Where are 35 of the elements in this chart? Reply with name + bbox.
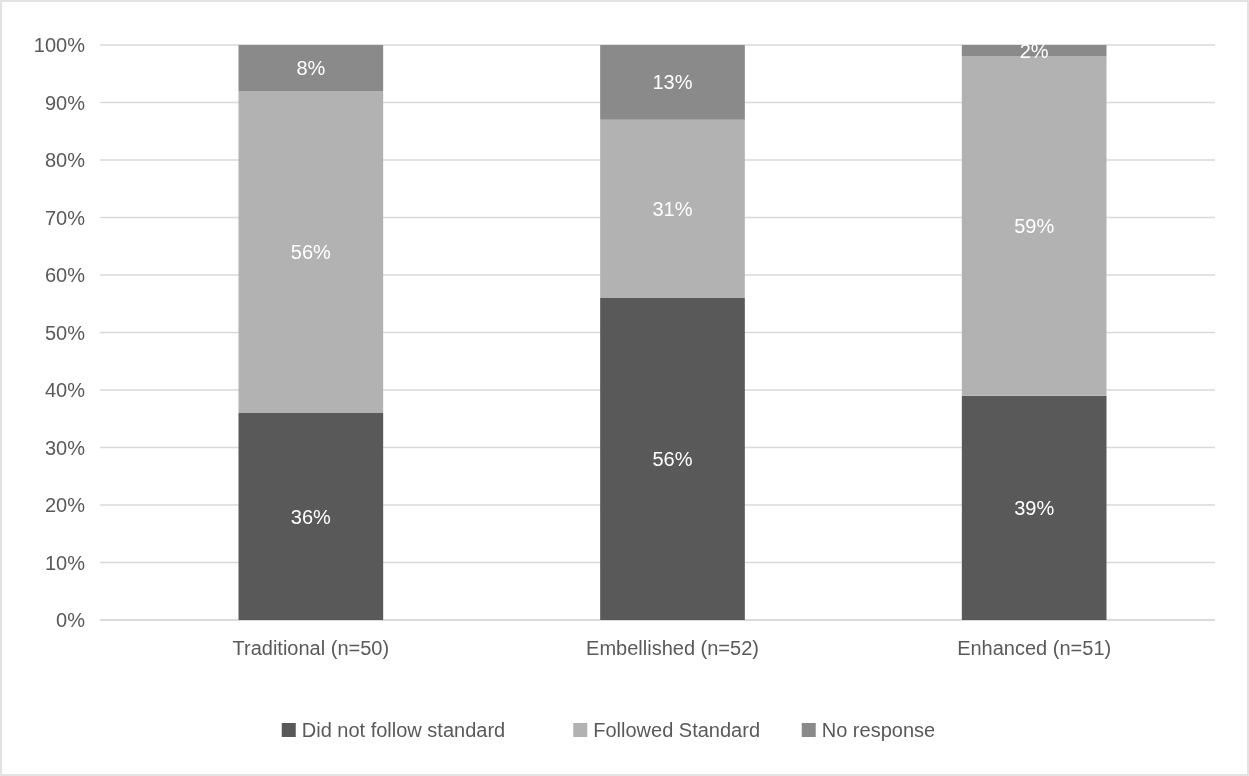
- y-tick-label: 40%: [44, 379, 86, 401]
- bar: [600, 119, 745, 298]
- data-label: 39%: [1014, 496, 1055, 519]
- data-label: 59%: [1014, 215, 1055, 238]
- legend-label: Followed Standard: [593, 719, 761, 741]
- bar: [961, 395, 1107, 620]
- legend-label: Did not follow standard: [301, 719, 506, 741]
- y-tick-label: 90%: [44, 91, 86, 114]
- data-label: 56%: [290, 241, 332, 263]
- bar: [238, 413, 384, 620]
- bar: [600, 45, 745, 120]
- y-tick-label: 20%: [44, 494, 86, 516]
- y-tick-label: 30%: [44, 436, 86, 459]
- data-label: 8%: [296, 57, 326, 79]
- y-tick-label: 80%: [44, 149, 86, 171]
- bar: [238, 91, 384, 413]
- data-label: 31%: [652, 197, 693, 220]
- data-label: 36%: [290, 505, 332, 528]
- x-tick-label: Enhanced (n=51): [957, 637, 1112, 659]
- bar: [238, 45, 384, 91]
- y-tick-label: 60%: [44, 264, 86, 286]
- y-tick-label: 10%: [44, 551, 86, 574]
- y-tick-label: 0%: [56, 609, 86, 631]
- bar: [961, 45, 1107, 57]
- y-tick-label: 50%: [44, 321, 86, 344]
- y-tick-label: 100%: [33, 34, 86, 56]
- bar: [961, 56, 1107, 396]
- x-tick-label: Traditional (n=50): [232, 637, 390, 659]
- bar: [600, 298, 745, 620]
- legend-label: No response: [821, 719, 936, 741]
- y-tick-label: 70%: [44, 206, 86, 229]
- data-label: 2%: [1019, 39, 1049, 62]
- data-label: 13%: [652, 71, 693, 94]
- data-label: 56%: [652, 448, 693, 470]
- x-tick-label: Embellished (n=52): [586, 637, 759, 659]
